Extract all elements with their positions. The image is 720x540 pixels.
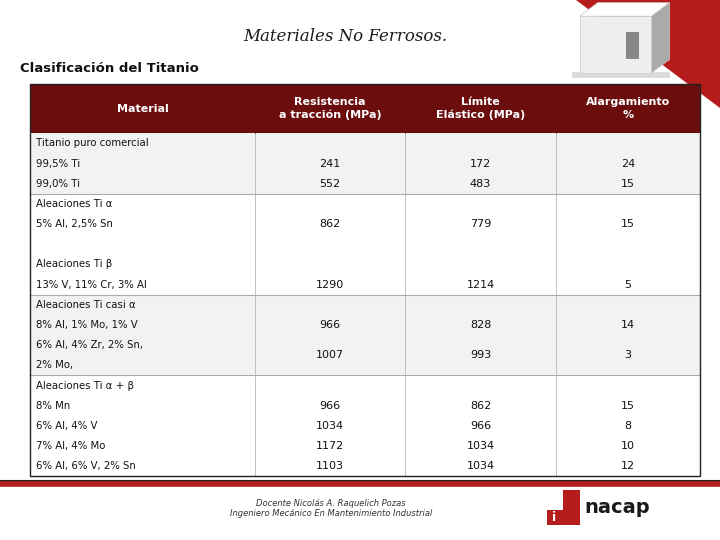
Text: 5% Al, 2,5% Sn: 5% Al, 2,5% Sn	[36, 219, 113, 229]
Text: 15: 15	[621, 179, 635, 189]
Text: 6% Al, 4% V: 6% Al, 4% V	[36, 421, 97, 431]
Text: 8: 8	[624, 421, 631, 431]
Text: 966: 966	[470, 421, 491, 431]
Text: Docente Nicolás A. Raquelich Pozas: Docente Nicolás A. Raquelich Pozas	[256, 500, 406, 508]
Text: 3: 3	[624, 350, 631, 360]
Text: 13% V, 11% Cr, 3% Al: 13% V, 11% Cr, 3% Al	[36, 280, 147, 289]
Text: 1290: 1290	[316, 280, 344, 289]
Text: 172: 172	[470, 159, 491, 168]
Text: Aleaciones Ti α + β: Aleaciones Ti α + β	[36, 381, 134, 390]
Text: 99,0% Ti: 99,0% Ti	[36, 179, 80, 189]
Text: 1214: 1214	[467, 280, 495, 289]
Text: 99,5% Ti: 99,5% Ti	[36, 159, 80, 168]
Bar	[30, 295, 700, 375]
Bar	[580, 16, 652, 73]
Text: 10: 10	[621, 441, 635, 451]
Bar	[572, 72, 670, 78]
Text: 779: 779	[470, 219, 491, 229]
Text: 862: 862	[319, 219, 341, 229]
Text: 24: 24	[621, 159, 635, 168]
Text: 828: 828	[470, 320, 491, 330]
Polygon shape	[518, 0, 720, 108]
Text: 1034: 1034	[467, 441, 495, 451]
Text: Materiales No Ferrosos.: Materiales No Ferrosos.	[243, 28, 448, 45]
Text: i: i	[552, 511, 557, 524]
Text: 241: 241	[319, 159, 341, 168]
Bar	[30, 133, 700, 194]
Text: 1034: 1034	[467, 461, 495, 471]
Text: Aleaciones Ti casi α: Aleaciones Ti casi α	[36, 300, 135, 310]
Bar	[556, 84, 700, 133]
Text: 6% Al, 6% V, 2% Sn: 6% Al, 6% V, 2% Sn	[36, 461, 136, 471]
Text: Resistencia
a tracción (MPa): Resistencia a tracción (MPa)	[279, 97, 381, 120]
Text: 966: 966	[320, 320, 341, 330]
Text: 966: 966	[320, 401, 341, 411]
Bar	[626, 32, 639, 59]
Text: 1103: 1103	[316, 461, 344, 471]
Bar	[255, 84, 405, 133]
Text: 1034: 1034	[316, 421, 344, 431]
Text: Clasificación del Titanio: Clasificación del Titanio	[20, 62, 199, 75]
Polygon shape	[580, 3, 670, 16]
Text: Aleaciones Ti β: Aleaciones Ti β	[36, 260, 112, 269]
Bar	[547, 490, 580, 525]
Text: 2% Mo,: 2% Mo,	[36, 360, 73, 370]
Text: 862: 862	[470, 401, 491, 411]
Text: 1007: 1007	[316, 350, 344, 360]
Text: 7% Al, 4% Mo: 7% Al, 4% Mo	[36, 441, 105, 451]
Text: Titanio puro comercial: Titanio puro comercial	[36, 138, 148, 149]
Text: Ingeniero Mecánico En Mantenimiento Industrial: Ingeniero Mecánico En Mantenimiento Indu…	[230, 509, 433, 517]
Text: 993: 993	[470, 350, 491, 360]
Text: Límite
Elástico (MPa): Límite Elástico (MPa)	[436, 97, 525, 120]
Text: Material: Material	[117, 104, 168, 113]
Bar	[30, 194, 700, 295]
Bar	[30, 375, 700, 476]
Text: 15: 15	[621, 401, 635, 411]
Bar	[547, 490, 563, 510]
Text: 8% Mn: 8% Mn	[36, 401, 71, 411]
Text: 12: 12	[621, 461, 635, 471]
Text: Aleaciones Ti α: Aleaciones Ti α	[36, 199, 112, 209]
Text: 483: 483	[470, 179, 491, 189]
Text: 5: 5	[624, 280, 631, 289]
Text: nacap: nacap	[585, 498, 650, 517]
Bar	[405, 84, 556, 133]
Text: 6% Al, 4% Zr, 2% Sn,: 6% Al, 4% Zr, 2% Sn,	[36, 340, 143, 350]
Text: 552: 552	[320, 179, 341, 189]
Bar	[30, 84, 700, 476]
Text: Alargamiento
%: Alargamiento %	[586, 97, 670, 120]
Text: 14: 14	[621, 320, 635, 330]
Text: 15: 15	[621, 219, 635, 229]
Text: 8% Al, 1% Mo, 1% V: 8% Al, 1% Mo, 1% V	[36, 320, 138, 330]
Text: 1172: 1172	[316, 441, 344, 451]
Polygon shape	[652, 3, 670, 73]
Bar	[30, 84, 255, 133]
